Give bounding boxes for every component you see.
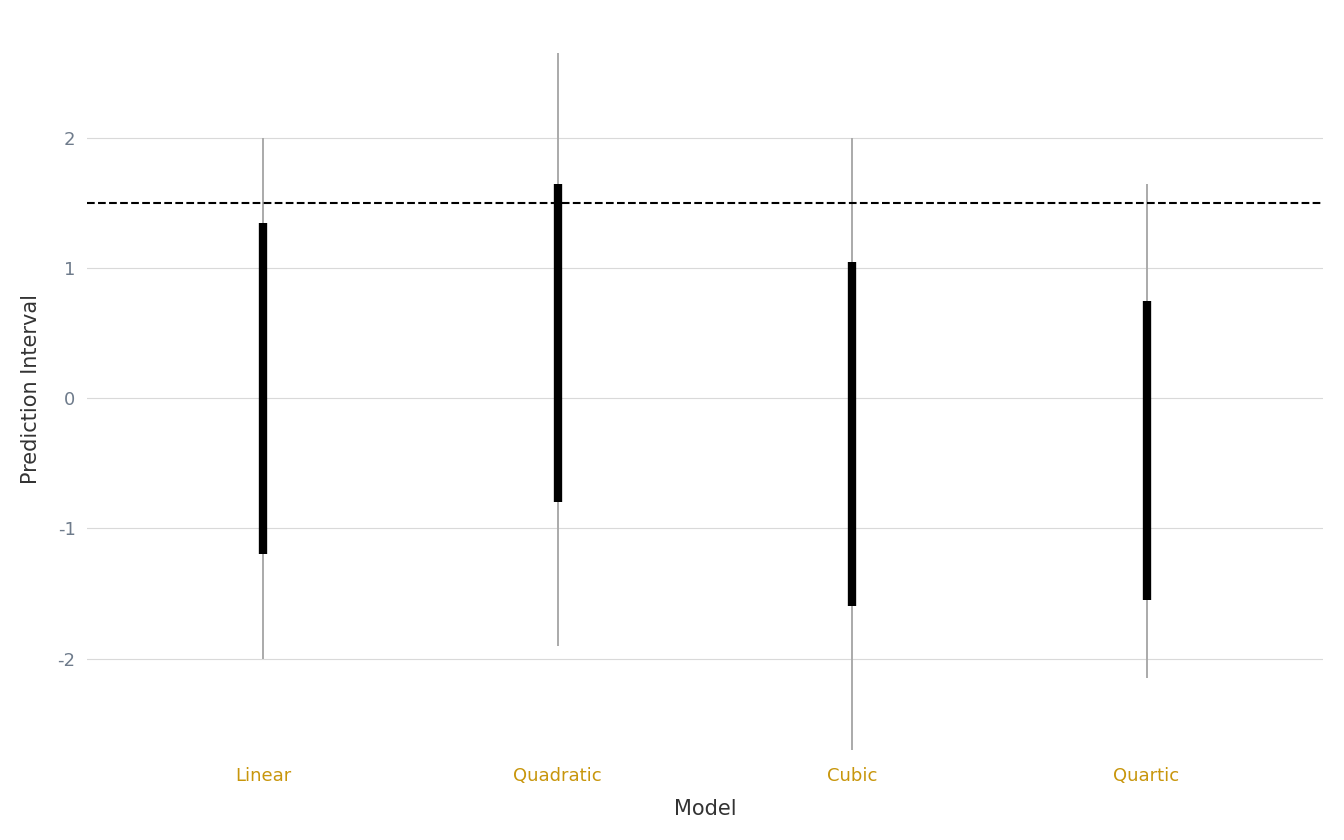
- X-axis label: Model: Model: [673, 799, 737, 819]
- Y-axis label: Prediction Interval: Prediction Interval: [22, 293, 40, 484]
